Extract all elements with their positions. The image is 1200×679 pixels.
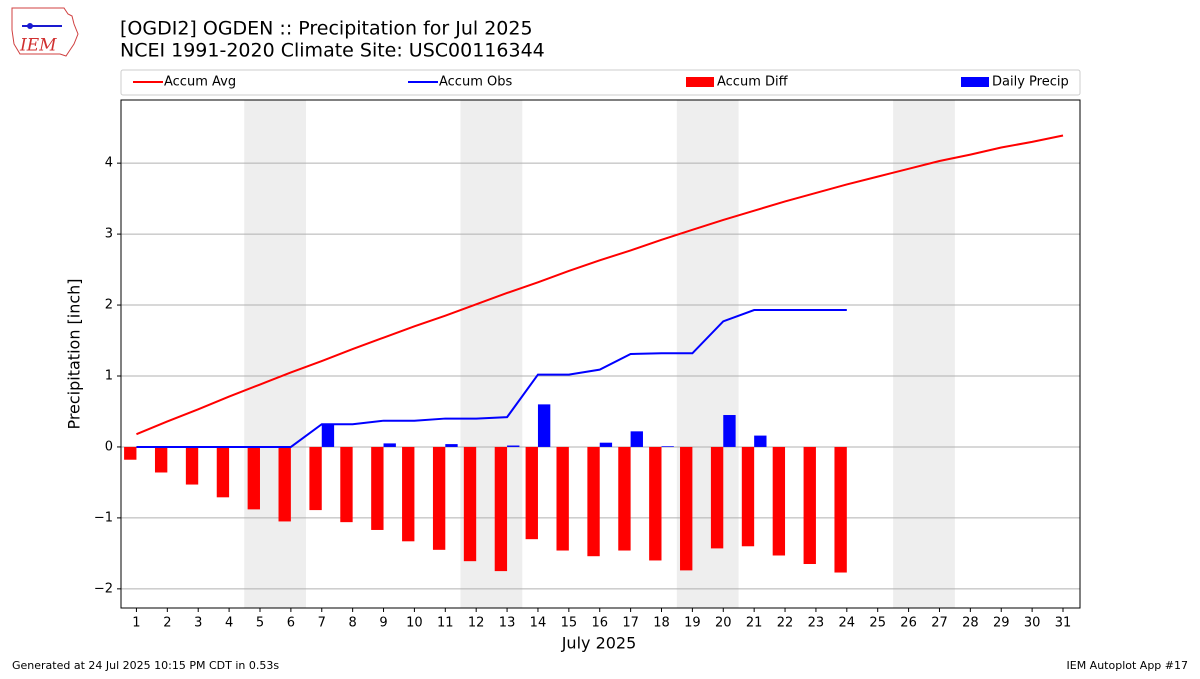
bar (383, 443, 396, 447)
legend-swatch (961, 77, 989, 87)
bar (680, 446, 693, 571)
logo: IEM (11, 7, 79, 57)
x-tick-label: 22 (777, 616, 794, 631)
x-tick-label: 31 (1055, 616, 1072, 631)
x-tick-label: 9 (379, 616, 387, 631)
bar (402, 446, 415, 542)
x-tick-label: 15 (561, 616, 578, 631)
x-tick-label: 6 (287, 616, 295, 631)
bar (556, 446, 569, 551)
x-tick-label: 8 (349, 616, 357, 631)
x-tick-label: 14 (530, 616, 547, 631)
y-tick-label: 4 (105, 156, 113, 171)
x-tick-label: 13 (499, 616, 516, 631)
x-tick-label: 23 (808, 616, 825, 631)
weekend-band (893, 100, 955, 608)
x-tick-label: 7 (318, 616, 326, 631)
bar (340, 446, 353, 523)
bar (661, 446, 674, 447)
x-tick-label: 20 (715, 616, 732, 631)
x-tick-label: 12 (468, 616, 485, 631)
footer-right: IEM Autoplot App #17 (1067, 659, 1189, 672)
x-tick-label: 4 (225, 616, 233, 631)
logo-dot (27, 23, 33, 29)
bar (321, 424, 335, 447)
x-tick-label: 30 (1024, 616, 1041, 631)
bar (587, 446, 600, 557)
y-tick-label: 3 (105, 227, 113, 242)
x-tick-label: 3 (194, 616, 202, 631)
logo-outline (11, 7, 79, 57)
bar (649, 446, 662, 561)
bar (445, 444, 458, 447)
legend-box (120, 69, 1081, 96)
x-axis-label: July 2025 (561, 634, 637, 653)
x-tick-label: 10 (406, 616, 423, 631)
y-tick-label: −2 (94, 581, 113, 596)
bar (216, 446, 230, 498)
x-tick-label: 16 (591, 616, 608, 631)
x-tick-label: 18 (653, 616, 670, 631)
logo-text: IEM (19, 36, 57, 56)
footer-left: Generated at 24 Jul 2025 10:15 PM CDT in… (12, 659, 279, 672)
bar (618, 446, 631, 551)
chart-subtitle: NCEI 1991-2020 Climate Site: USC00116344 (120, 40, 545, 62)
x-tick-label: 2 (163, 616, 171, 631)
x-tick-label: 5 (256, 616, 264, 631)
bar (741, 446, 755, 547)
bar (834, 446, 847, 573)
x-tick-label: 1 (132, 616, 140, 631)
x-tick-label: 25 (869, 616, 886, 631)
bar (432, 446, 446, 550)
legend-swatch (686, 77, 714, 87)
y-axis-label: Precipitation [inch] (65, 278, 84, 429)
x-tick-label: 11 (437, 616, 454, 631)
legend-label: Accum Obs (439, 75, 512, 90)
bar (309, 446, 322, 511)
x-tick-label: 26 (900, 616, 917, 631)
bar (494, 446, 508, 572)
plot-frame (120, 99, 1081, 609)
x-tick-label: 27 (931, 616, 948, 631)
bar (723, 415, 736, 447)
bar (463, 446, 477, 562)
bar (537, 404, 551, 447)
y-tick-label: −1 (94, 510, 113, 525)
bar (803, 446, 816, 565)
legend-label: Accum Avg (164, 75, 236, 90)
bar (124, 446, 137, 460)
bar (710, 446, 724, 549)
bar (278, 446, 291, 522)
bar (154, 446, 168, 473)
weekend-shading (244, 100, 955, 608)
x-tick-label: 28 (962, 616, 979, 631)
y-tick-label: 1 (105, 368, 113, 383)
bar (599, 442, 613, 447)
x-tick-label: 24 (839, 616, 856, 631)
x-tick-label: 21 (746, 616, 763, 631)
y-tick-label: 0 (105, 439, 113, 454)
x-tick-label: 29 (993, 616, 1010, 631)
bar (754, 435, 767, 447)
legend-label: Accum Diff (717, 75, 789, 90)
y-tick-label: 2 (105, 298, 113, 313)
bar (772, 446, 786, 556)
line (136, 309, 847, 448)
bar (630, 431, 643, 447)
bar (525, 446, 538, 540)
weekend-band (244, 100, 306, 608)
legend-label: Daily Precip (992, 75, 1069, 90)
bar (371, 446, 384, 530)
bar (185, 446, 199, 485)
chart-title: [OGDI2] OGDEN :: Precipitation for Jul 2… (120, 18, 533, 40)
x-tick-label: 17 (622, 616, 639, 631)
bar (507, 445, 520, 447)
bar (247, 446, 260, 510)
x-tick-label: 19 (684, 616, 701, 631)
line (136, 134, 1064, 436)
